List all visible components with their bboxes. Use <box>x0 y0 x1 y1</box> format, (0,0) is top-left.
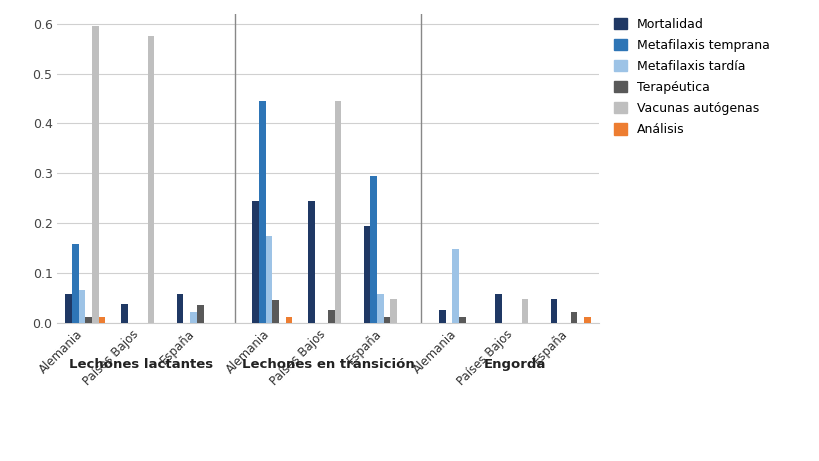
Bar <box>66 294 72 323</box>
Bar <box>459 317 465 323</box>
Bar <box>570 312 577 323</box>
Legend: Mortalidad, Metafilaxis temprana, Metafilaxis tardía, Terapéutica, Vacunas autóg: Mortalidad, Metafilaxis temprana, Metafi… <box>609 14 772 140</box>
Bar <box>521 299 527 323</box>
Bar <box>383 317 390 323</box>
Bar <box>197 305 203 323</box>
Bar <box>92 26 98 323</box>
Bar <box>259 101 265 323</box>
Bar <box>494 294 501 323</box>
Bar <box>285 317 292 323</box>
Bar <box>308 201 314 323</box>
Bar <box>377 294 383 323</box>
Bar <box>85 317 92 323</box>
Bar <box>190 312 197 323</box>
Text: Lechones lactantes: Lechones lactantes <box>69 358 213 371</box>
Bar <box>550 299 557 323</box>
Bar <box>98 317 106 323</box>
Bar <box>370 176 377 323</box>
Bar <box>121 304 128 323</box>
Bar <box>79 290 85 323</box>
Text: Lechones en transición: Lechones en transición <box>242 358 414 371</box>
Bar <box>272 300 278 323</box>
Bar <box>72 244 79 323</box>
Bar <box>334 101 341 323</box>
Bar <box>364 225 370 323</box>
Bar <box>390 299 396 323</box>
Bar <box>265 236 272 323</box>
Bar <box>328 310 334 323</box>
Text: Engorda: Engorda <box>483 358 545 371</box>
Bar <box>583 317 590 323</box>
Bar <box>147 36 154 323</box>
Bar <box>251 201 259 323</box>
Bar <box>438 310 446 323</box>
Bar <box>452 249 459 323</box>
Bar <box>177 294 183 323</box>
